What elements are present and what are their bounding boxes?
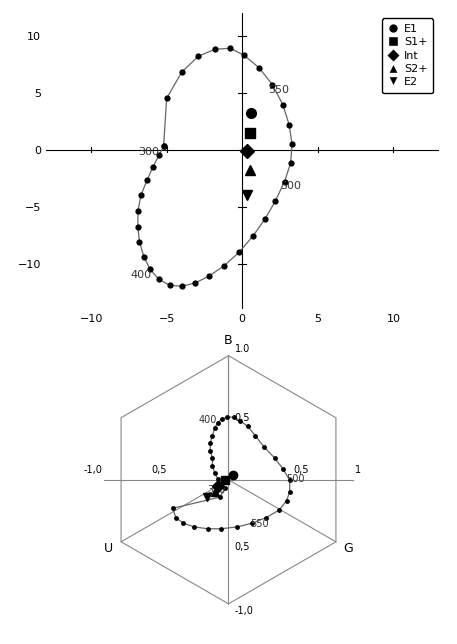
Text: -1,0: -1,0 xyxy=(235,606,254,616)
Text: G: G xyxy=(344,542,353,554)
Text: 550: 550 xyxy=(268,86,289,95)
Text: 500: 500 xyxy=(287,474,305,484)
Text: 300: 300 xyxy=(138,147,159,157)
Text: 1.0: 1.0 xyxy=(235,345,250,354)
Text: B: B xyxy=(224,334,233,347)
Text: 300: 300 xyxy=(207,486,226,495)
Text: 400: 400 xyxy=(130,270,151,280)
Text: 1: 1 xyxy=(355,465,361,475)
Legend: E1, S1+, Int, S2+, E2: E1, S1+, Int, S2+, E2 xyxy=(382,19,433,93)
Text: -1,0: -1,0 xyxy=(83,465,102,475)
Text: 0,5: 0,5 xyxy=(293,465,308,475)
Text: 0,5: 0,5 xyxy=(151,465,166,475)
Text: 500: 500 xyxy=(280,181,301,191)
Text: 0,5: 0,5 xyxy=(235,413,250,422)
Text: 0,5: 0,5 xyxy=(235,542,250,552)
Text: 400: 400 xyxy=(199,415,217,425)
Text: 550: 550 xyxy=(250,520,269,529)
Text: U: U xyxy=(104,542,113,554)
